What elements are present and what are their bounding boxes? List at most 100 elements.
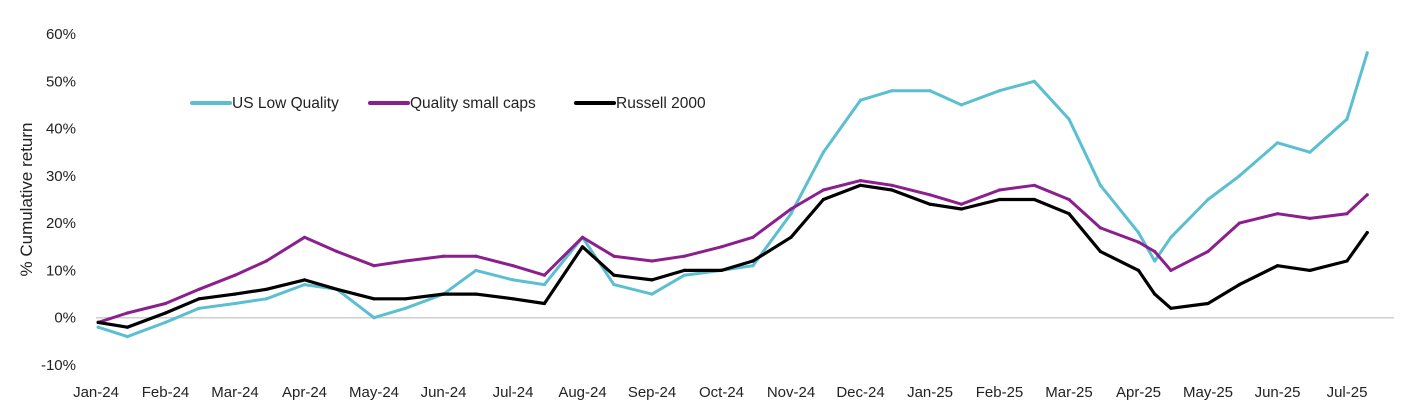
data-point bbox=[1136, 231, 1141, 235]
data-point bbox=[197, 297, 201, 301]
data-point bbox=[1206, 301, 1210, 306]
data-point bbox=[403, 297, 407, 301]
data-point bbox=[163, 301, 168, 306]
data-point bbox=[821, 197, 826, 202]
data-point bbox=[1206, 197, 1210, 202]
series-line-2 bbox=[96, 183, 1369, 329]
legend-label: Russell 2000 bbox=[616, 95, 706, 112]
data-point bbox=[997, 89, 1002, 93]
data-point bbox=[1136, 240, 1141, 244]
data-point bbox=[959, 202, 964, 206]
data-point bbox=[474, 268, 478, 272]
data-point bbox=[1237, 283, 1241, 287]
data-point bbox=[542, 283, 547, 287]
data-point bbox=[1308, 150, 1312, 154]
legend-label: US Low Quality bbox=[232, 95, 339, 112]
data-point bbox=[96, 320, 100, 324]
data-point bbox=[682, 268, 687, 272]
x-tick-label: Oct-24 bbox=[699, 384, 744, 401]
data-point bbox=[890, 188, 894, 192]
data-point bbox=[233, 301, 237, 306]
y-axis-title: % Cumulative return bbox=[17, 122, 36, 276]
data-point bbox=[1237, 174, 1241, 178]
data-point bbox=[511, 278, 515, 282]
data-point bbox=[751, 235, 755, 239]
data-point bbox=[580, 245, 585, 249]
data-point bbox=[125, 335, 129, 339]
x-tick-label: Aug-24 bbox=[558, 384, 606, 401]
data-point bbox=[125, 311, 129, 315]
data-point bbox=[542, 273, 547, 277]
data-point bbox=[612, 254, 616, 258]
data-point bbox=[233, 292, 237, 296]
x-tick-label: Mar-24 bbox=[211, 384, 259, 401]
data-point bbox=[682, 273, 687, 277]
y-tick-label: -10% bbox=[41, 357, 76, 374]
y-tick-label: 30% bbox=[46, 168, 76, 185]
data-point bbox=[1098, 249, 1102, 254]
x-tick-label: Nov-24 bbox=[767, 384, 815, 401]
data-point bbox=[1275, 264, 1280, 268]
data-point bbox=[1098, 226, 1102, 230]
x-tick-label: Jun-25 bbox=[1255, 384, 1301, 401]
data-point bbox=[163, 320, 168, 324]
data-point bbox=[751, 259, 755, 263]
data-point bbox=[403, 259, 407, 263]
data-point bbox=[1365, 51, 1369, 55]
data-point bbox=[1153, 259, 1157, 263]
data-point bbox=[1098, 183, 1102, 187]
data-point bbox=[335, 249, 339, 254]
data-point bbox=[197, 306, 201, 310]
x-tick-label: Dec-24 bbox=[836, 384, 884, 401]
data-point bbox=[928, 193, 932, 197]
x-tick-label: May-25 bbox=[1183, 384, 1233, 401]
data-point bbox=[650, 278, 654, 282]
data-point bbox=[1067, 212, 1071, 216]
x-tick-label: Mar-25 bbox=[1045, 384, 1093, 401]
data-point bbox=[789, 235, 793, 239]
data-point bbox=[650, 259, 654, 263]
data-point bbox=[650, 292, 654, 296]
data-point bbox=[1136, 268, 1141, 272]
data-point bbox=[858, 179, 863, 183]
data-point bbox=[1345, 212, 1349, 216]
data-point bbox=[1365, 193, 1369, 197]
data-point bbox=[1275, 141, 1280, 145]
x-tick-label: May-24 bbox=[349, 384, 399, 401]
data-point bbox=[372, 297, 376, 301]
y-tick-label: 10% bbox=[46, 262, 76, 279]
data-point bbox=[682, 254, 687, 258]
data-point bbox=[372, 264, 376, 268]
x-tick-label: Apr-24 bbox=[282, 384, 327, 401]
data-point bbox=[997, 197, 1002, 202]
data-point bbox=[959, 207, 964, 211]
data-point bbox=[789, 212, 793, 216]
data-point bbox=[821, 188, 826, 192]
data-point bbox=[858, 98, 863, 102]
x-tick-label: Jan-24 bbox=[73, 384, 119, 401]
legend-label: Quality small caps bbox=[410, 95, 536, 112]
data-point bbox=[890, 89, 894, 93]
data-point bbox=[858, 183, 863, 187]
data-point bbox=[612, 273, 616, 277]
data-point bbox=[264, 287, 268, 291]
data-point bbox=[928, 89, 932, 93]
data-point bbox=[335, 287, 339, 291]
data-point bbox=[233, 273, 237, 277]
y-tick-label: 60% bbox=[46, 26, 76, 43]
data-point bbox=[197, 287, 201, 291]
data-point bbox=[1345, 259, 1349, 263]
data-point bbox=[1169, 235, 1173, 239]
data-point bbox=[511, 264, 515, 268]
data-point bbox=[928, 202, 932, 206]
data-point bbox=[264, 259, 268, 263]
x-tick-label: Apr-25 bbox=[1116, 384, 1161, 401]
data-point bbox=[264, 297, 268, 301]
data-point bbox=[1308, 216, 1312, 220]
data-point bbox=[125, 325, 129, 329]
data-point bbox=[96, 325, 100, 329]
data-point bbox=[580, 235, 585, 239]
data-point bbox=[1032, 197, 1036, 202]
data-point bbox=[1206, 249, 1210, 254]
